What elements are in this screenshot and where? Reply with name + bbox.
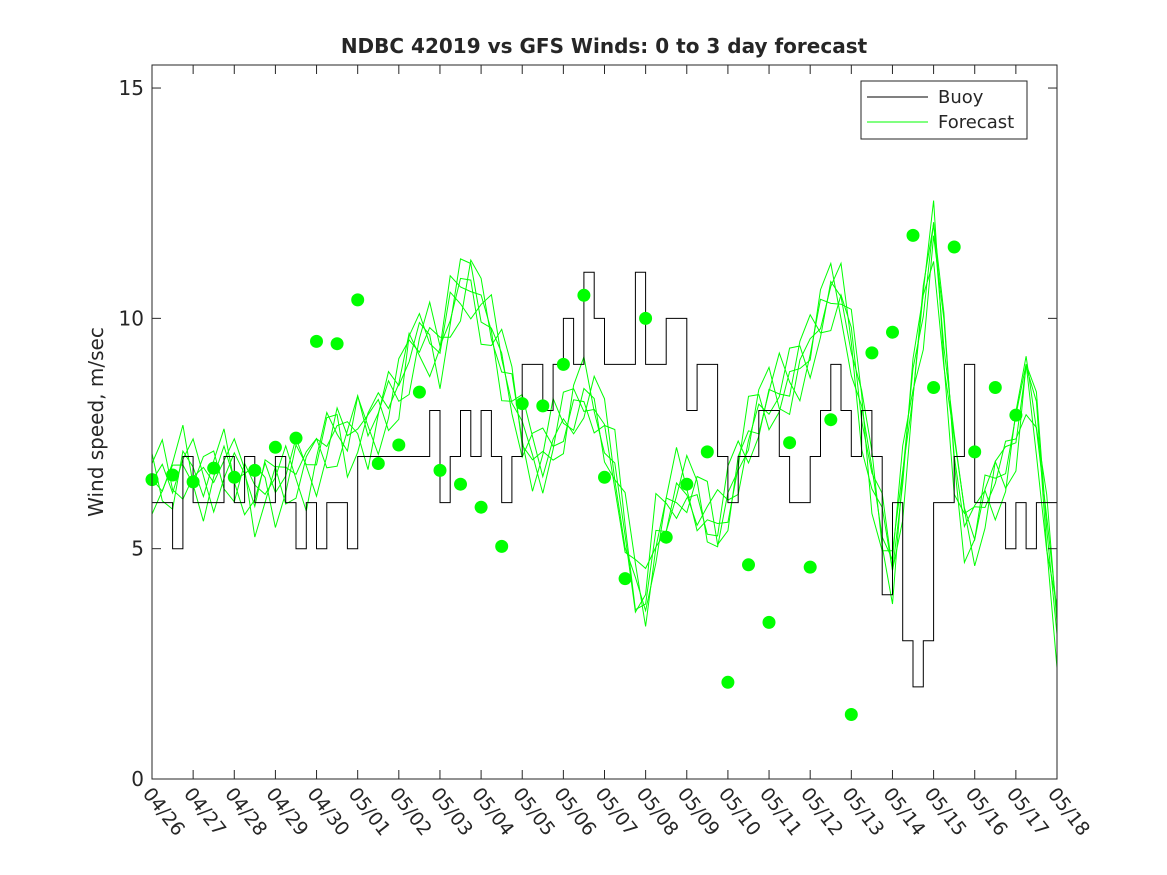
- x-tick-label: 05/07: [591, 784, 642, 841]
- forecast-marker: [906, 228, 920, 242]
- forecast-line: [151, 258, 1058, 635]
- forecast-marker: [454, 477, 467, 491]
- forecast-marker: [474, 500, 488, 514]
- forecast-marker: [248, 463, 262, 477]
- forecast-marker: [618, 572, 632, 586]
- forecast-marker: [536, 399, 550, 413]
- y-tick-label: 10: [119, 306, 144, 330]
- legend-box: [860, 80, 1028, 140]
- forecast-marker: [803, 560, 817, 574]
- forecast-marker: [1009, 408, 1023, 422]
- x-tick-label: 04/26: [138, 784, 189, 841]
- x-tick-label: 05/03: [426, 784, 477, 841]
- x-tick-label: 05/13: [837, 784, 888, 841]
- x-tick-label: 05/08: [632, 784, 683, 841]
- x-tick-label: 05/16: [961, 784, 1012, 841]
- x-tick-label: 05/15: [920, 784, 971, 841]
- forecast-marker: [988, 381, 1002, 394]
- forecast-marker: [947, 240, 961, 254]
- forecast-marker: [680, 477, 694, 491]
- forecast-marker: [886, 325, 899, 339]
- x-tick-label: 05/10: [714, 784, 765, 841]
- x-tick-label: 05/11: [755, 784, 806, 841]
- forecast-marker: [783, 436, 797, 450]
- legend: Buoy Forecast: [860, 80, 1028, 140]
- x-tick-label: 04/27: [179, 784, 230, 841]
- x-tick-label: 04/28: [220, 784, 271, 841]
- forecast-marker: [289, 431, 303, 445]
- forecast-marker: [721, 675, 735, 689]
- forecast-marker: [227, 470, 241, 484]
- forecast-marker: [659, 530, 673, 544]
- forecast-marker: [392, 438, 406, 452]
- forecast-marker: [742, 558, 755, 572]
- x-tick-label: 05/02: [385, 784, 436, 841]
- x-tick-label: 05/04: [467, 784, 518, 841]
- x-tick-label: 05/05: [508, 784, 559, 841]
- forecast-marker: [268, 440, 282, 454]
- forecast-marker: [556, 357, 570, 371]
- forecast-marker: [371, 457, 385, 470]
- y-axis: 0 5 10 15: [119, 76, 1057, 791]
- forecast-line: [151, 223, 1058, 668]
- x-tick-label: 05/01: [344, 784, 395, 841]
- y-axis-label: Wind speed, m/sec: [84, 327, 108, 517]
- forecast-marker: [433, 463, 447, 477]
- forecast-marker: [310, 334, 323, 348]
- forecast-marker: [762, 615, 776, 629]
- forecast-marker: [330, 337, 344, 351]
- forecast-marker: [639, 311, 653, 325]
- forecast-marker: [186, 475, 200, 489]
- legend-label-forecast: Forecast: [938, 112, 1014, 133]
- x-tick-label: 04/29: [261, 784, 312, 841]
- y-tick-label: 15: [119, 76, 144, 100]
- forecast-marker: [207, 461, 221, 475]
- series-layer: [151, 200, 1058, 688]
- forecast-marker: [824, 413, 838, 427]
- forecast-marker: [412, 385, 426, 399]
- legend-label-buoy: Buoy: [938, 87, 984, 108]
- marker-layer: [145, 228, 1023, 721]
- forecast-marker: [927, 381, 941, 394]
- forecast-marker: [844, 708, 858, 721]
- x-tick-label: 04/30: [303, 784, 354, 841]
- x-tick-label: 05/17: [1002, 784, 1053, 841]
- forecast-marker: [495, 539, 509, 553]
- forecast-marker: [351, 293, 365, 307]
- forecast-marker: [700, 445, 714, 459]
- forecast-marker: [598, 470, 611, 484]
- forecast-marker: [865, 346, 879, 360]
- x-tick-label: 05/09: [673, 784, 724, 841]
- buoy-line: [152, 271, 1058, 688]
- y-tick-label: 5: [131, 537, 144, 561]
- y-tick-label: 0: [131, 767, 144, 791]
- forecast-marker: [968, 445, 982, 459]
- x-tick-label: 05/06: [549, 784, 600, 841]
- forecast-marker: [577, 288, 591, 302]
- x-tick-label: 05/12: [796, 784, 847, 841]
- forecast-marker: [515, 397, 529, 411]
- x-tick-label: 05/18: [1043, 784, 1094, 841]
- x-tick-label: 05/14: [879, 784, 930, 841]
- plot-area: [152, 65, 1057, 779]
- chart-title: NDBC 42019 vs GFS Winds: 0 to 3 day fore…: [341, 34, 868, 58]
- forecast-line: [151, 235, 1058, 613]
- forecast-marker: [166, 468, 180, 482]
